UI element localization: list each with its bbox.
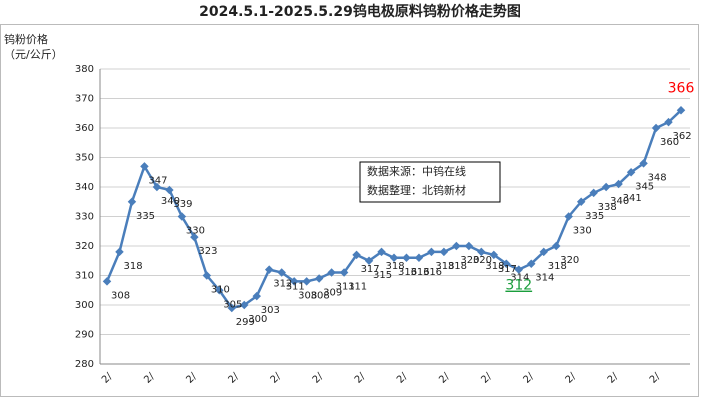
point-marker <box>277 268 286 277</box>
data-label: 323 <box>198 246 217 257</box>
y-tick-label: 320 <box>75 241 94 252</box>
point-marker <box>165 185 174 195</box>
data-label: 308 <box>311 290 330 301</box>
data-label: 308 <box>298 290 317 301</box>
point-marker <box>439 247 449 257</box>
y-tick-label: 340 <box>75 182 94 193</box>
y-tick-label: 300 <box>75 300 94 311</box>
data-label: 318 <box>448 261 467 272</box>
data-label: 305 <box>223 299 242 310</box>
point-marker <box>215 286 224 295</box>
point-marker <box>152 182 162 192</box>
y-tick-label: 330 <box>75 212 94 223</box>
data-label: 318 <box>548 261 567 272</box>
y-tick-label: 350 <box>75 153 94 164</box>
point-marker <box>264 265 274 274</box>
data-label: 314 <box>535 273 554 284</box>
data-label: 312 <box>273 279 292 290</box>
data-label: 316 <box>410 267 429 278</box>
data-label: 318 <box>386 261 405 272</box>
chart-title: 2024.5.1-2025.5.29钨电极原料钨粉价格走势图 <box>199 3 521 20</box>
y-axis-title: 钨粉价格 <box>4 32 48 46</box>
data-label: 316 <box>398 267 417 278</box>
y-tick-label: 290 <box>75 330 94 341</box>
y-tick-label: 310 <box>75 271 94 282</box>
y-tick-label: 360 <box>75 123 94 134</box>
data-label: 362 <box>673 131 692 142</box>
data-label: 341 <box>623 193 642 204</box>
data-label: 311 <box>348 282 367 293</box>
y-tick-label: 380 <box>75 64 94 75</box>
note: 数据来源：中钨在线 <box>367 164 466 178</box>
point-marker <box>514 265 524 274</box>
data-label: 335 <box>136 211 155 222</box>
data-label: 317 <box>498 264 517 275</box>
data-label: 345 <box>635 181 654 192</box>
point-marker <box>140 162 149 171</box>
point-marker <box>127 197 137 206</box>
point-marker <box>314 274 324 283</box>
point-marker <box>502 259 511 268</box>
data-label: 330 <box>573 226 592 237</box>
data-label: 320 <box>560 255 579 266</box>
point-marker <box>289 277 299 286</box>
data-label: 314 <box>510 273 529 284</box>
data-label: 317 <box>361 264 380 275</box>
point-marker <box>464 241 474 251</box>
y-tick-label: 280 <box>75 359 94 370</box>
data-label: 366 <box>668 80 695 96</box>
data-label: 303 <box>261 305 280 316</box>
data-label: 309 <box>323 287 342 298</box>
note-box <box>359 161 501 203</box>
data-label: 318 <box>485 261 504 272</box>
point-marker <box>227 303 237 313</box>
point-marker <box>364 256 374 265</box>
data-label: 339 <box>173 199 192 210</box>
point-marker <box>115 247 124 257</box>
point-marker <box>339 268 349 277</box>
y-tick-label: 370 <box>75 94 94 105</box>
point-marker <box>240 300 249 310</box>
data-label: 335 <box>585 211 604 222</box>
point-marker <box>377 247 386 257</box>
chart-border <box>0 24 699 397</box>
data-label: 320 <box>460 255 479 266</box>
note: 数据整理：北钨新材 <box>367 183 466 197</box>
point-marker <box>477 247 486 257</box>
data-label: 310 <box>211 285 230 296</box>
y-axis-title: （元/公斤） <box>4 48 63 61</box>
data-label: 308 <box>111 290 130 301</box>
data-label: 311 <box>336 282 355 293</box>
data-label: 338 <box>598 202 617 213</box>
point-marker <box>452 241 461 251</box>
data-label: 320 <box>473 255 492 266</box>
data-label: 340 <box>161 196 180 207</box>
point-marker <box>527 259 536 268</box>
data-label: 316 <box>423 267 442 278</box>
data-label: 330 <box>186 226 205 237</box>
point-marker <box>252 291 261 301</box>
data-label: 315 <box>373 270 392 281</box>
data-label: 311 <box>286 282 305 293</box>
data-label: 348 <box>648 172 667 183</box>
data-label: 340 <box>610 196 629 207</box>
point-marker <box>202 271 212 280</box>
data-label: 347 <box>148 175 167 186</box>
point-marker <box>352 250 361 260</box>
point-marker <box>302 277 311 286</box>
point-marker <box>489 250 499 260</box>
data-label: 299 <box>236 317 255 328</box>
data-label: 312 <box>505 278 532 294</box>
point-marker <box>177 212 187 221</box>
point-marker <box>190 232 199 242</box>
point-marker <box>327 268 336 277</box>
data-label: 318 <box>435 261 454 272</box>
point-marker <box>427 247 436 257</box>
data-label: 318 <box>123 261 142 272</box>
data-label: 360 <box>660 137 679 148</box>
data-label: 300 <box>248 314 267 325</box>
point-marker <box>102 277 112 286</box>
